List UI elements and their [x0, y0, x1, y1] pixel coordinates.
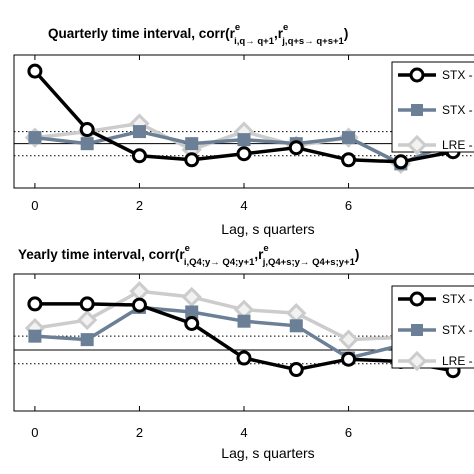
point-diamond-3 [181, 286, 202, 308]
point-circle-4 [236, 146, 252, 162]
point-square-5 [289, 319, 303, 333]
point-circle-0 [27, 63, 43, 79]
point-diamond-6 [338, 329, 359, 350]
yearly-x-axis-label: Lag, s quarters [221, 445, 314, 461]
point-circle-1 [79, 122, 95, 138]
legend-label-2: LRE - D [442, 138, 474, 152]
quarterly-x-axis-label: Lag, s quarters [221, 221, 314, 237]
point-circle-1 [79, 296, 95, 312]
legend-label-1: STX - D [442, 103, 474, 117]
x-tick-label-4: 4 [240, 425, 247, 440]
point-square-4 [237, 314, 251, 328]
legend-box [391, 61, 474, 153]
quarterly-title: Quarterly time interval, corr(re i,q→ q+1… [48, 22, 348, 47]
legend-marker-0 [409, 67, 425, 83]
point-circle-3 [184, 316, 200, 332]
series-group [24, 281, 464, 379]
x-tick-label-6: 6 [345, 425, 352, 440]
point-square-6 [342, 131, 356, 145]
legend: STX - L STX - D LRE - D [391, 285, 474, 372]
point-circle-0 [27, 296, 43, 312]
point-circle-6 [341, 351, 357, 367]
point-square-0 [28, 329, 42, 343]
yearly-title: Yearly time interval, corr(re i,Q4;y→ Q4;… [18, 243, 359, 268]
yearly-plot-area: 0 2 4 6 STX - L STX - D LRE - D [13, 273, 474, 440]
yearly-panel: Yearly time interval, corr(re i,Q4;y→ Q4;… [13, 243, 474, 461]
point-square-3 [185, 137, 199, 151]
legend-marker-0 [409, 291, 425, 307]
point-circle-7 [393, 154, 409, 170]
axes-frame [13, 54, 474, 189]
point-square-4 [237, 133, 251, 147]
x-tick-label-2: 2 [136, 198, 143, 213]
quarterly-panel: Quarterly time interval, corr(re i,q→ q+1… [13, 22, 474, 237]
legend-marker-2 [406, 134, 428, 156]
point-circle-2 [131, 148, 147, 164]
legend-label-0: STX - L [442, 292, 474, 306]
point-circle-4 [236, 350, 252, 366]
legend-label-2: LRE - D [442, 354, 474, 368]
legend-marker-1 [411, 324, 423, 336]
point-diamond-2 [129, 281, 150, 302]
point-square-2 [132, 125, 146, 139]
point-diamond-5 [286, 303, 307, 324]
legend-label-1: STX - D [442, 323, 474, 337]
point-circle-5 [288, 362, 304, 378]
axes-frame [13, 273, 474, 412]
point-diamond-1 [77, 309, 98, 331]
legend-label-0: STX - L [442, 68, 474, 82]
point-square-1 [80, 137, 94, 151]
x-tick-label-6: 6 [345, 198, 352, 213]
point-square-0 [28, 131, 42, 145]
legend-marker-1 [411, 104, 423, 116]
point-circle-6 [341, 152, 357, 168]
quarterly-plot-area: 0 2 4 6 STX - L STX - D LRE - D [13, 54, 474, 213]
legend-marker-2 [406, 350, 428, 372]
point-square-1 [80, 333, 94, 347]
point-circle-3 [184, 152, 200, 168]
point-circle-5 [288, 140, 304, 156]
x-tick-label-0: 0 [31, 425, 38, 440]
legend: STX - L STX - D LRE - D [391, 61, 474, 156]
x-tick-label-0: 0 [31, 198, 38, 213]
x-tick-label-2: 2 [136, 425, 143, 440]
x-tick-label-4: 4 [240, 198, 247, 213]
point-circle-2 [131, 297, 147, 313]
